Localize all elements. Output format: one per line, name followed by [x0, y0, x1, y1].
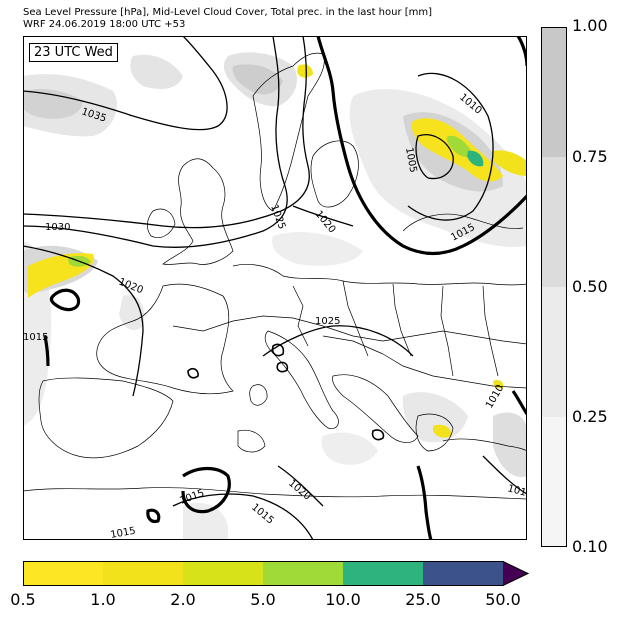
cloud-tick-label: 0.10	[572, 537, 608, 556]
isobar-1020-west	[23, 245, 144, 397]
prec-bar-segment	[423, 561, 503, 586]
cloud-bar-segment	[541, 27, 567, 157]
prec-bar-segment	[343, 561, 423, 586]
model-run-subtitle: WRF 24.06.2019 18:00 UTC +53	[23, 19, 186, 30]
isobar-1025-alps	[262, 325, 414, 357]
prec-bar-segment	[23, 561, 103, 586]
isobar-1030	[23, 36, 288, 248]
prec-bar-extend-arrow	[503, 561, 528, 586]
cloud-tick-label: 0.50	[572, 277, 608, 296]
isobar-1035	[23, 36, 228, 131]
small-contours	[187, 343, 385, 441]
prec-tick-label: 2.0	[170, 590, 196, 609]
isobar-1020-central	[292, 205, 354, 227]
isobar-1010-ne	[407, 72, 494, 221]
cloud-bar-segment	[541, 417, 567, 547]
precipitation-colorbar	[23, 561, 529, 586]
isobar-1015-thick	[43, 36, 527, 540]
prec-tick-label: 10.0	[325, 590, 361, 609]
isobar-1015-south	[172, 493, 314, 540]
prec-bar-segment	[103, 561, 183, 586]
isobar-label: 1025	[315, 316, 340, 327]
isobar-label: 1015	[23, 332, 48, 343]
isobar-1005	[415, 134, 454, 180]
cloud-tick-label: 0.75	[572, 147, 608, 166]
isobars	[23, 36, 527, 540]
isobar-label: 1005	[403, 147, 418, 174]
isobar-label: 1030	[45, 222, 70, 233]
prec-bar-segment	[263, 561, 343, 586]
prec-tick-label: 50.0	[485, 590, 521, 609]
prec-tick-label: 0.5	[10, 590, 36, 609]
coastlines-layer	[23, 52, 527, 500]
prec-tick-label: 25.0	[405, 590, 441, 609]
forecast-time-label: 23 UTC Wed	[29, 43, 118, 62]
isobar-1025	[23, 36, 310, 229]
isobar-label: 1015	[110, 526, 137, 540]
chart-title: Sea Level Pressure [hPa], Mid-Level Clou…	[23, 7, 433, 18]
cloud-tick-label: 1.00	[572, 16, 608, 35]
prec-tick-label: 5.0	[250, 590, 276, 609]
isobar-1010-se	[482, 455, 527, 495]
cloud-tick-label: 0.25	[572, 407, 608, 426]
cloud-bar-segment	[541, 157, 567, 287]
isobar-1020-south	[277, 465, 324, 507]
cloud-bar-segment	[541, 287, 567, 417]
prec-tick-label: 1.0	[90, 590, 116, 609]
prec-bar-segment	[183, 561, 263, 586]
weather-map: 1035 1030 1025 1025 1020 1020 1015 1015 …	[23, 36, 527, 540]
cloud-cover-colorbar	[541, 27, 567, 547]
